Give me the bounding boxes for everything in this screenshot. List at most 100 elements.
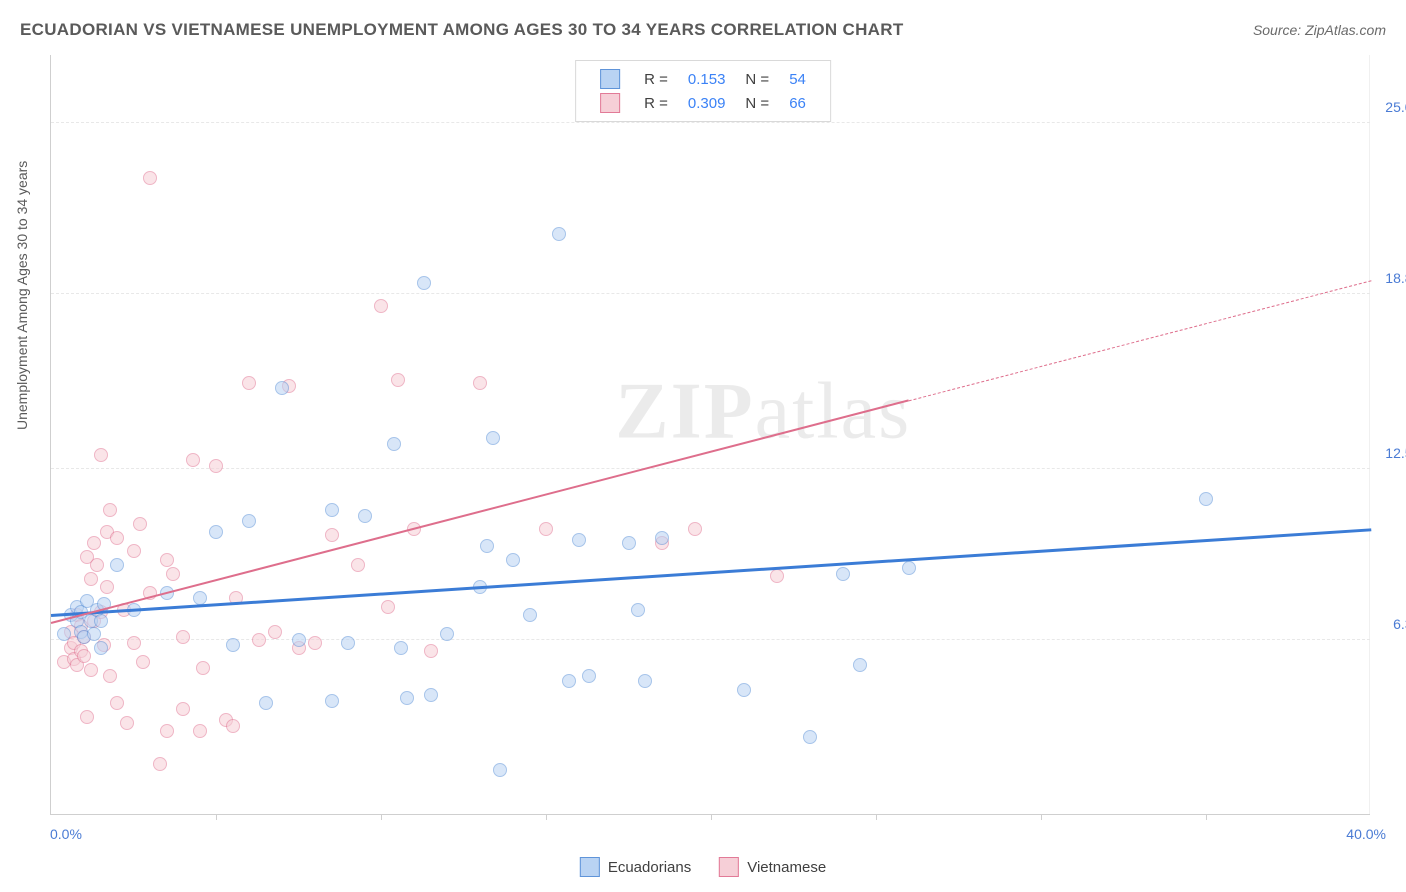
data-point — [424, 644, 438, 658]
data-point — [94, 448, 108, 462]
data-point — [325, 694, 339, 708]
data-point — [836, 567, 850, 581]
data-point — [57, 627, 71, 641]
x-tick — [876, 814, 877, 820]
grid-line — [51, 468, 1370, 469]
data-point — [87, 627, 101, 641]
data-point — [166, 567, 180, 581]
data-point — [127, 636, 141, 650]
data-point — [100, 580, 114, 594]
data-point — [133, 517, 147, 531]
legend-item: Ecuadorians — [580, 857, 691, 877]
data-point — [110, 531, 124, 545]
series-legend: Ecuadorians Vietnamese — [580, 857, 826, 877]
data-point — [80, 710, 94, 724]
data-point — [473, 376, 487, 390]
data-point — [242, 376, 256, 390]
data-point — [387, 437, 401, 451]
data-point — [688, 522, 702, 536]
data-point — [160, 553, 174, 567]
data-point — [103, 503, 117, 517]
data-point — [77, 649, 91, 663]
data-point — [341, 636, 355, 650]
x-axis-min-label: 0.0% — [50, 826, 82, 842]
data-point — [275, 381, 289, 395]
data-point — [136, 655, 150, 669]
legend-n-value: 54 — [779, 67, 816, 91]
data-point — [209, 459, 223, 473]
data-point — [153, 757, 167, 771]
data-point — [84, 572, 98, 586]
data-point — [391, 373, 405, 387]
data-point — [400, 691, 414, 705]
chart-title: ECUADORIAN VS VIETNAMESE UNEMPLOYMENT AM… — [20, 20, 904, 40]
data-point — [242, 514, 256, 528]
data-point — [737, 683, 751, 697]
legend-row: R =0.309N =66 — [590, 91, 816, 115]
legend-label: Vietnamese — [747, 859, 826, 876]
data-point — [770, 569, 784, 583]
data-point — [120, 716, 134, 730]
data-point — [552, 227, 566, 241]
data-point — [143, 171, 157, 185]
data-point — [582, 669, 596, 683]
data-point — [902, 561, 916, 575]
data-point — [572, 533, 586, 547]
x-tick — [711, 814, 712, 820]
legend-swatch — [600, 69, 620, 89]
legend-n-value: 66 — [779, 91, 816, 115]
x-tick — [216, 814, 217, 820]
x-tick — [1206, 814, 1207, 820]
data-point — [1199, 492, 1213, 506]
data-point — [480, 539, 494, 553]
data-point — [803, 730, 817, 744]
x-tick — [1041, 814, 1042, 820]
data-point — [523, 608, 537, 622]
data-point — [209, 525, 223, 539]
data-point — [259, 696, 273, 710]
grid-line — [51, 293, 1370, 294]
grid-line — [51, 639, 1370, 640]
data-point — [539, 522, 553, 536]
x-tick — [546, 814, 547, 820]
data-point — [226, 719, 240, 733]
data-point — [325, 528, 339, 542]
data-point — [110, 558, 124, 572]
data-point — [292, 633, 306, 647]
legend-label: Ecuadorians — [608, 859, 691, 876]
data-point — [160, 724, 174, 738]
y-tick-label: 18.8% — [1385, 270, 1406, 286]
data-point — [853, 658, 867, 672]
plot-area: ZIPatlas 6.3%12.5%18.8%25.0% — [50, 55, 1370, 815]
correlation-legend: R =0.153N =54R =0.309N =66 — [575, 60, 831, 122]
data-point — [381, 600, 395, 614]
legend-item: Vietnamese — [719, 857, 826, 877]
legend-r-label: R = — [634, 67, 678, 91]
data-point — [94, 614, 108, 628]
data-point — [176, 702, 190, 716]
data-point — [631, 603, 645, 617]
source-label: Source: ZipAtlas.com — [1253, 22, 1386, 38]
data-point — [562, 674, 576, 688]
data-point — [252, 633, 266, 647]
x-tick — [381, 814, 382, 820]
legend-n-label: N = — [735, 67, 779, 91]
data-point — [486, 431, 500, 445]
data-point — [268, 625, 282, 639]
data-point — [193, 724, 207, 738]
data-point — [196, 661, 210, 675]
x-axis-max-label: 40.0% — [1346, 826, 1386, 842]
data-point — [94, 641, 108, 655]
data-point — [87, 536, 101, 550]
data-point — [358, 509, 372, 523]
title-bar: ECUADORIAN VS VIETNAMESE UNEMPLOYMENT AM… — [20, 20, 1386, 40]
data-point — [493, 763, 507, 777]
grid-line — [51, 122, 1370, 123]
data-point — [90, 558, 104, 572]
y-tick-label: 6.3% — [1393, 616, 1406, 632]
legend-r-value: 0.153 — [678, 67, 736, 91]
data-point — [176, 630, 190, 644]
data-point — [424, 688, 438, 702]
data-point — [186, 453, 200, 467]
data-point — [84, 663, 98, 677]
